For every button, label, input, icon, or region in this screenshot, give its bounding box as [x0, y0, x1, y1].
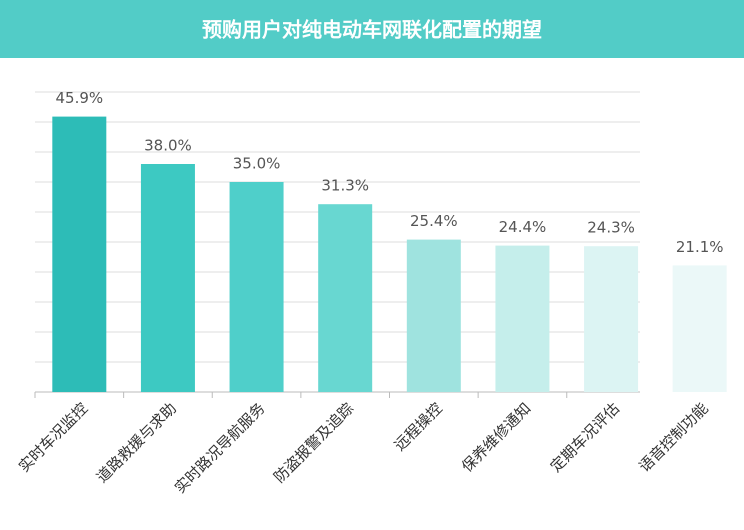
- value-label: 21.1%: [676, 238, 724, 256]
- value-label: 24.3%: [587, 219, 635, 237]
- chart-title: 预购用户对纯电动车网联化配置的期望: [202, 18, 542, 42]
- bar: [318, 204, 373, 392]
- x-tick-label: 实时车况监控: [15, 399, 91, 475]
- value-label: 24.4%: [499, 218, 547, 236]
- x-tick-label: 远程操控: [391, 399, 446, 454]
- value-label: 31.3%: [321, 177, 369, 195]
- value-label: 38.0%: [144, 137, 192, 155]
- value-label: 25.4%: [410, 212, 458, 230]
- value-label: 35.0%: [233, 155, 281, 173]
- x-tick-label: 定期车况评估: [547, 399, 623, 475]
- bar: [672, 265, 727, 392]
- bar: [495, 245, 550, 392]
- bar: [140, 164, 195, 392]
- bar: [52, 116, 107, 392]
- value-label: 45.9%: [55, 89, 103, 107]
- bar: [229, 182, 284, 392]
- title-banner: [0, 0, 744, 58]
- bar: [406, 239, 461, 392]
- x-tick-label: 语音控制功能: [635, 399, 711, 475]
- x-tick-label: 道路救援与求助: [93, 399, 180, 486]
- x-tick-label: 防盗报警及追踪: [270, 399, 357, 486]
- x-tick-label: 实时路况导航服务: [171, 399, 269, 497]
- bar: [584, 246, 639, 392]
- x-tick-label: 保养维修通知: [458, 399, 534, 475]
